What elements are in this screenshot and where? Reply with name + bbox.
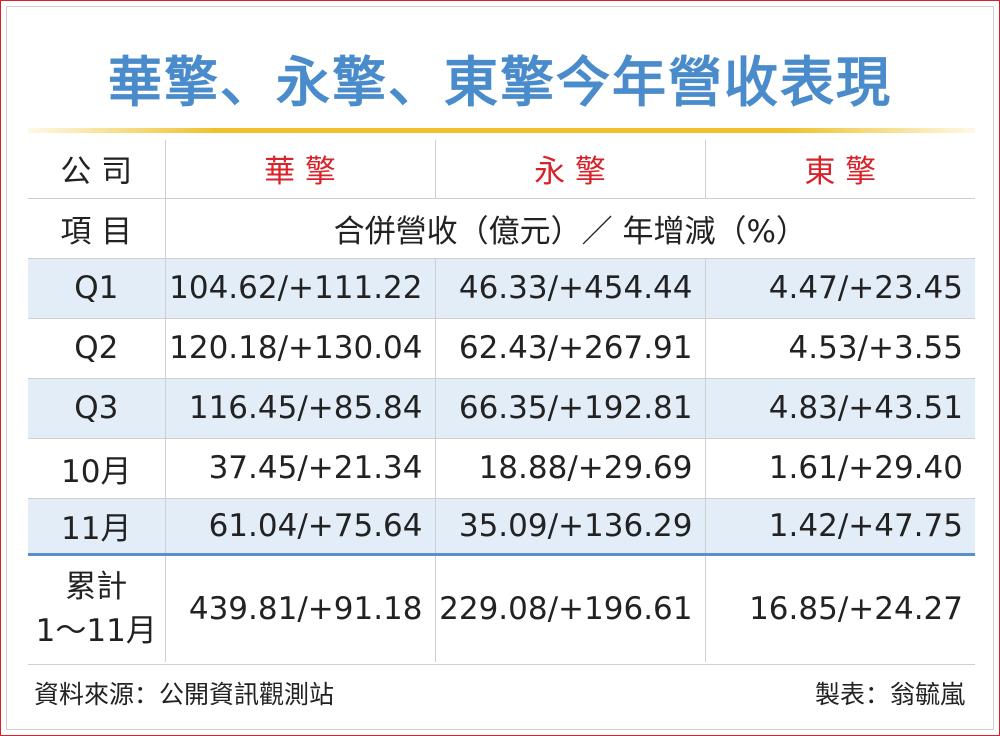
total-label-line: 累計 (65, 568, 128, 605)
value-cell: 37.45/+21.34 (164, 438, 435, 498)
total-label: 累計 1～11月 (28, 554, 165, 662)
title: 華擎、永擎、東擎今年營收表現 (108, 51, 892, 114)
revenue-table: 公 司華 擎永 擎東 擎項 目合併營收（億元）／ 年增減（%） Q1 104.62/… (28, 140, 975, 662)
value-cell: 61.04/+75.64 (164, 498, 435, 554)
value-cell: 4.47/+23.45 (704, 258, 975, 318)
data-row: Q1 104.62/+111.22 46.33/+454.44 4.47/+23.45 (28, 258, 975, 318)
company-name: 永 擎 (434, 140, 705, 198)
company-name: 東 擎 (704, 140, 975, 198)
header-row: 公 司華 擎永 擎東 擎 (28, 140, 975, 198)
data-row: Q3 116.45/+85.84 66.35/+192.81 4.83/+43.51 (28, 378, 975, 438)
item-label: 項 目 (60, 213, 133, 250)
unit-label: 合併營收（億元）／ 年增減（%） (164, 198, 975, 258)
value-cell: 18.88/+29.69 (434, 438, 705, 498)
row-label: Q2 (74, 330, 119, 366)
total-value: 16.85/+24.27 (704, 554, 975, 662)
value-cell: 120.18/+130.04 (164, 318, 435, 378)
total-value: 229.08/+196.61 (434, 554, 705, 662)
value-cell: 35.09/+136.29 (434, 498, 705, 554)
data-row: 11月 61.04/+75.64 35.09/+136.29 1.42/+47.75 (28, 498, 975, 554)
row-label: 11月 (61, 511, 132, 547)
value-cell: 66.35/+192.81 (434, 378, 705, 438)
row-label: Q3 (74, 390, 119, 426)
value-cell: 104.62/+111.22 (164, 258, 435, 318)
value-cell: 4.83/+43.51 (704, 378, 975, 438)
total-value: 439.81/+91.18 (164, 554, 435, 662)
row-label: 10月 (61, 453, 132, 490)
author: 製表：翁毓嵐 (814, 680, 965, 709)
inner-frame (6, 6, 994, 730)
value-cell: 1.61/+29.40 (704, 438, 975, 498)
header-label: 公 司 (60, 154, 133, 191)
title-rule (28, 128, 975, 133)
value-cell: 1.42/+47.75 (704, 498, 975, 554)
value-cell: 116.45/+85.84 (164, 378, 435, 438)
value-cell: 62.43/+267.91 (434, 318, 705, 378)
source: 資料來源：公開資訊觀測站 (34, 680, 335, 709)
data-row: Q2 120.18/+130.04 62.43/+267.91 4.53/+3.55 (28, 318, 975, 378)
company-name: 華 擎 (164, 140, 435, 198)
value-cell: 46.33/+454.44 (434, 258, 705, 318)
subheader-row: 項 目合併營收（億元）／ 年增減（%） (28, 198, 975, 258)
footer: 資料來源：公開資訊觀測站 製表：翁毓嵐 (28, 664, 975, 711)
data-row: 10月 37.45/+21.34 18.88/+29.69 1.61/+29.40 (28, 438, 975, 498)
row-label: Q1 (74, 270, 119, 306)
value-cell: 4.53/+3.55 (704, 318, 975, 378)
total-row: 累計 1～11月 439.81/+91.18 229.08/+196.61 16.85/… (28, 554, 975, 662)
total-label-line: 1～11月 (35, 612, 157, 649)
